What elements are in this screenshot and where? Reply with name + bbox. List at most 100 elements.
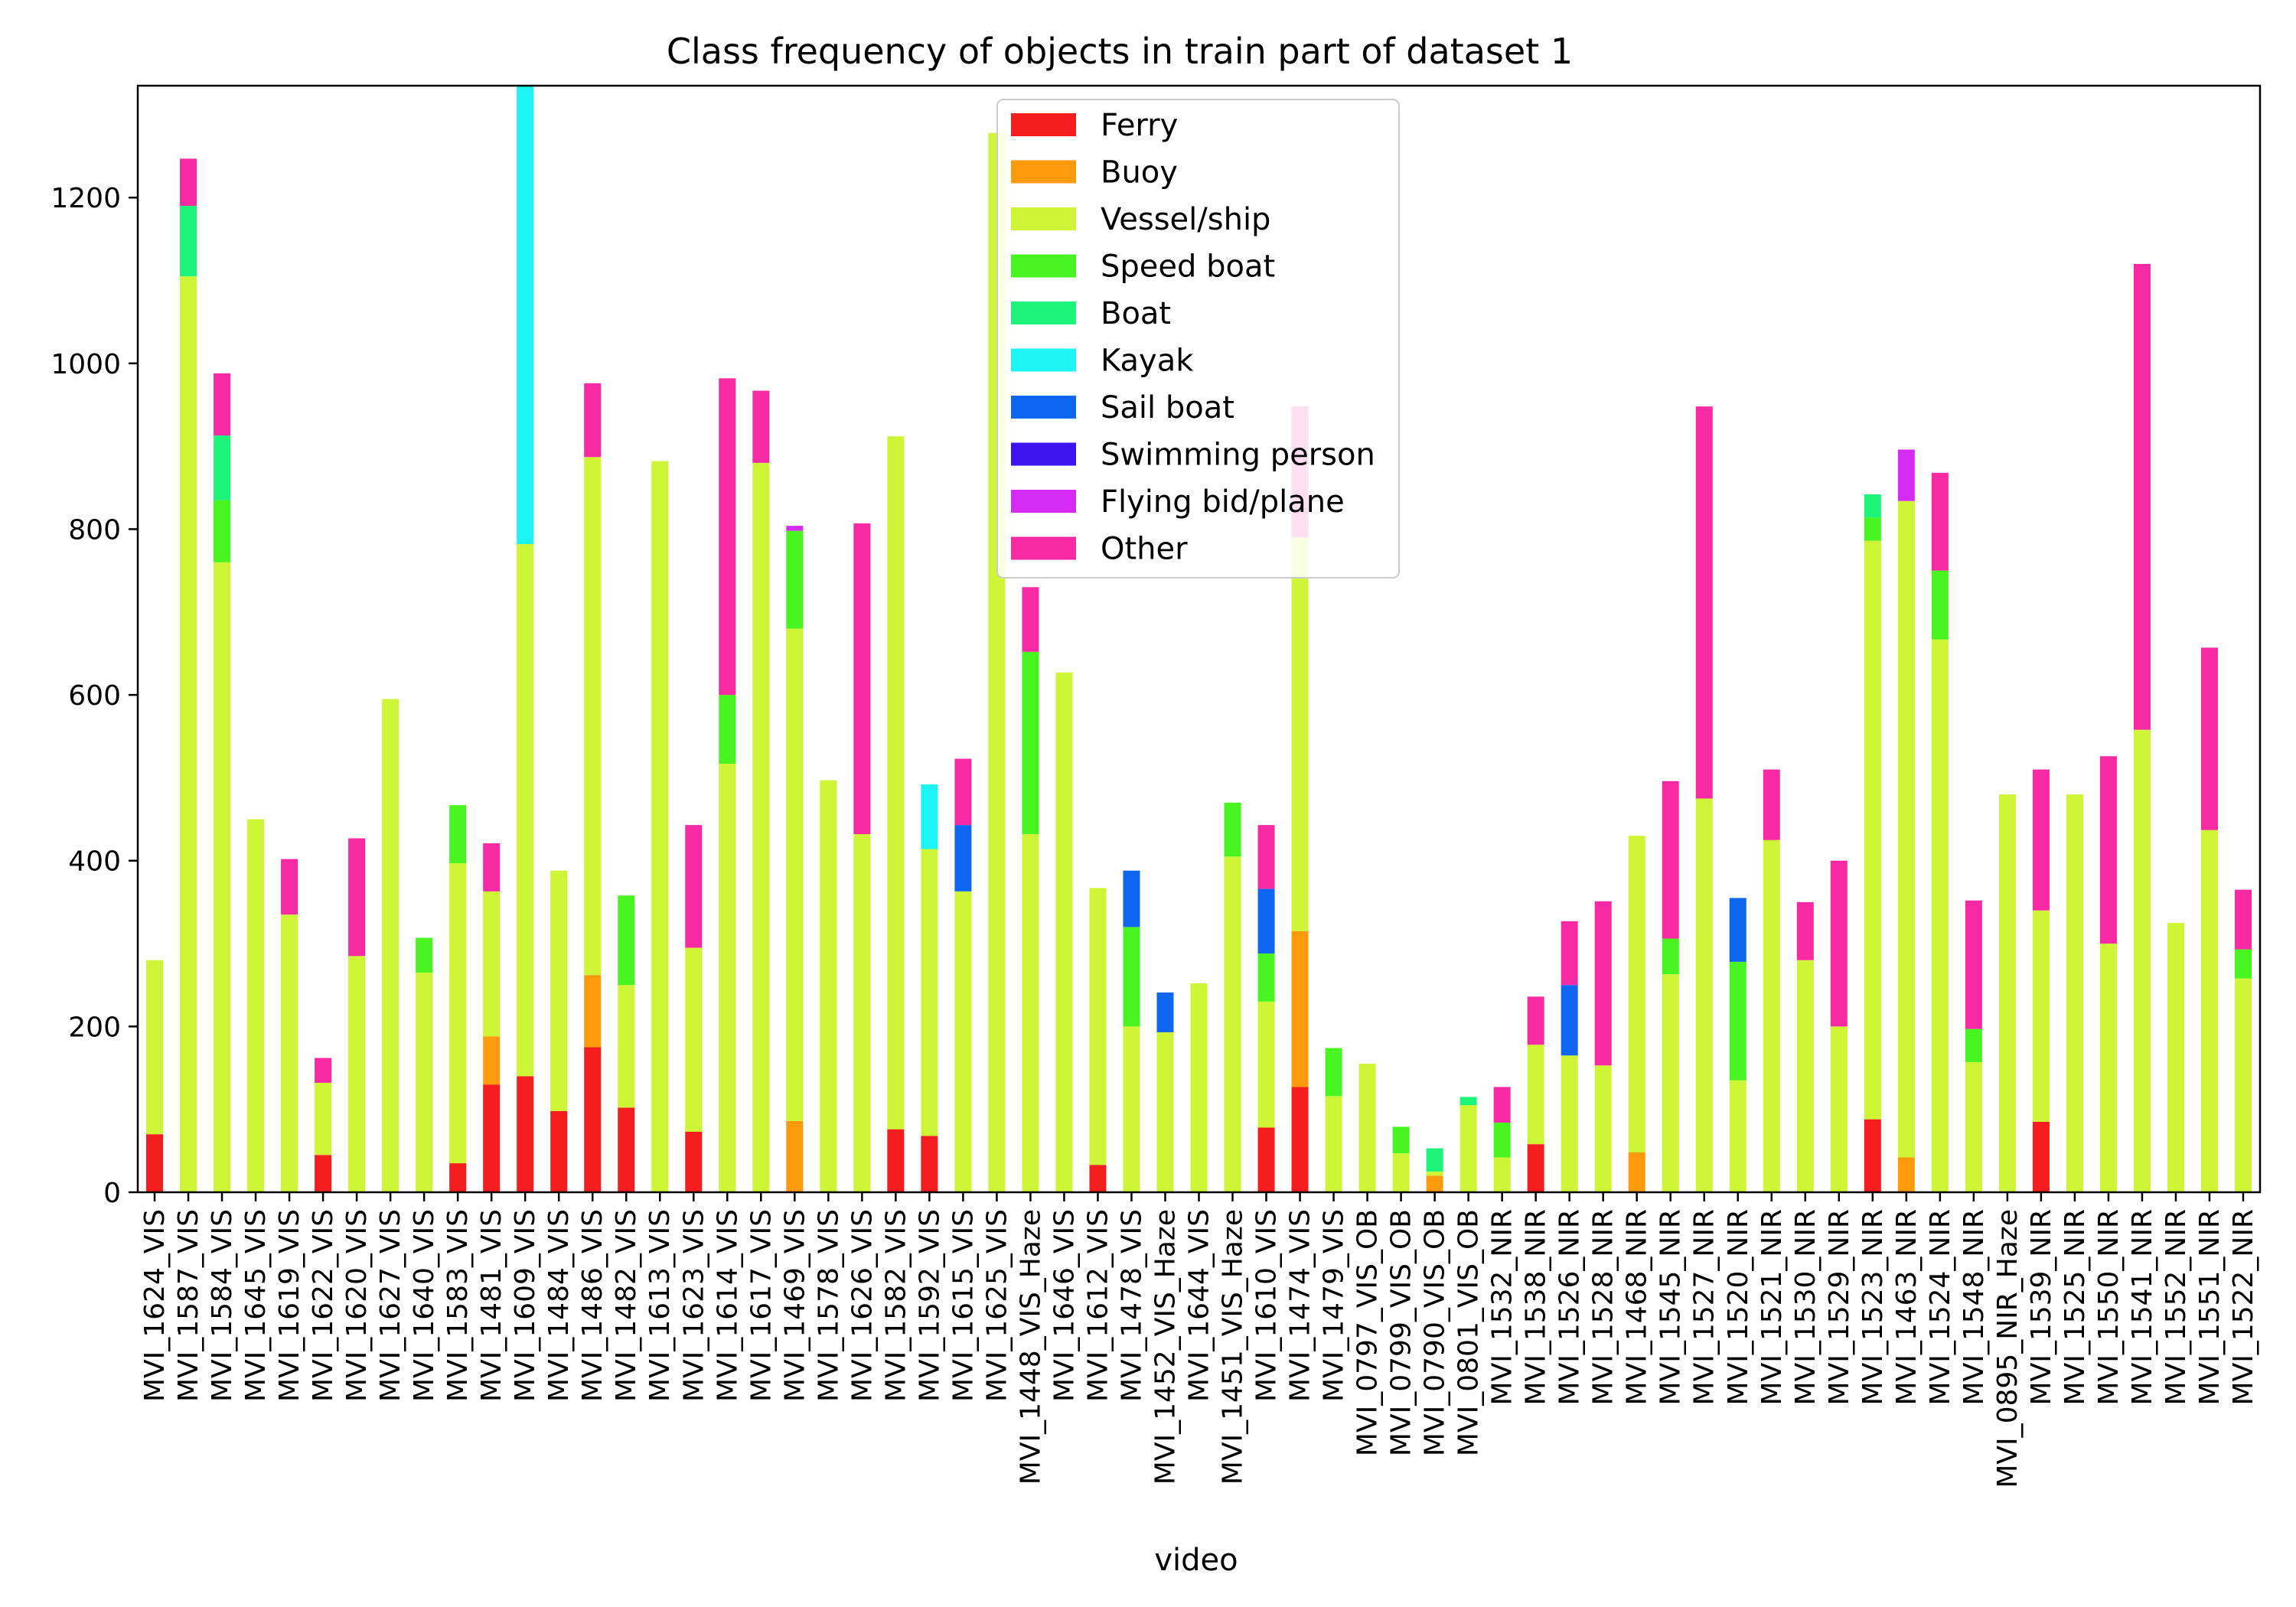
bar-segment-vessel-ship-9 — [449, 862, 467, 1164]
x-tick-label: MVI_1550_NIR — [2093, 1209, 2125, 1405]
x-tick-label: MVI_1532_NIR — [1487, 1209, 1518, 1405]
bar-segment-vessel-ship-58 — [2099, 944, 2117, 1192]
bar-segment-other-17 — [719, 378, 736, 696]
plot-frame — [136, 84, 2262, 1194]
bar-segment-vessel-ship-21 — [853, 834, 871, 1192]
bar-segment-vessel-ship-37 — [1392, 1153, 1410, 1192]
x-tick-label: MVI_1528_NIR — [1588, 1209, 1619, 1405]
x-tick-label: MVI_1551_NIR — [2194, 1209, 2226, 1405]
chart-title: Class frequency of objects in train part… — [667, 31, 1573, 72]
x-tick-label: MVI_1530_NIR — [1790, 1209, 1821, 1405]
bar-segment-speed-boat-9 — [449, 805, 467, 863]
legend-label: Other — [1101, 532, 1188, 567]
bar-segment-vessel-ship-20 — [820, 780, 837, 1192]
bar-segment-vessel-ship-1 — [180, 276, 197, 1192]
bar-segment-vessel-ship-38 — [1426, 1171, 1443, 1176]
x-tick-label: MVI_0801_VIS_OB — [1453, 1209, 1485, 1456]
bar-segment-vessel-ship-57 — [2066, 794, 2083, 1192]
bar-segment-vessel-ship-62 — [2234, 978, 2252, 1192]
legend-label: Kayak — [1101, 344, 1194, 379]
bar-segment-other-10 — [483, 843, 501, 892]
x-tick-label: MVI_0790_VIS_OB — [1420, 1209, 1451, 1456]
bar-segment-vessel-ship-13 — [584, 457, 602, 976]
bar-segment-other-21 — [853, 523, 871, 835]
bar-segment-vessel-ship-27 — [1055, 672, 1073, 1192]
bar-segment-other-46 — [1695, 406, 1713, 799]
bar-segment-boat-2 — [214, 435, 231, 500]
bar-segment-speed-boat-17 — [719, 695, 736, 764]
bar-segment-other-33 — [1257, 825, 1275, 889]
bar-segment-other-45 — [1662, 781, 1679, 939]
y-tick-label: 400 — [68, 846, 121, 878]
bar-segment-vessel-ship-40 — [1493, 1157, 1511, 1192]
x-tick-label: MVI_1539_NIR — [2026, 1209, 2057, 1405]
legend-label: Swimming person — [1101, 438, 1375, 473]
x-tick-label: MVI_1481_VIS — [476, 1209, 507, 1402]
bar-segment-vessel-ship-41 — [1527, 1045, 1544, 1145]
bar-segment-boat-39 — [1459, 1097, 1477, 1106]
bar-segment-ferry-9 — [449, 1163, 467, 1192]
x-axis: MVI_1624_VIS MVI_1587_VIS MVI_1584_VIS MVI_… — [139, 1192, 2259, 1488]
x-tick-label: MVI_1587_VIS — [173, 1209, 204, 1402]
bar-segment-speed-boat-32 — [1224, 802, 1241, 857]
bar-segment-speed-boat-35 — [1325, 1048, 1342, 1097]
bar-segment-other-5 — [315, 1058, 332, 1084]
x-tick-label: MVI_1610_VIS — [1251, 1209, 1283, 1402]
y-tick-label: 200 — [68, 1012, 121, 1043]
bar-segment-ferry-33 — [1257, 1127, 1275, 1192]
x-tick-label: MVI_1646_VIS — [1049, 1209, 1080, 1402]
x-tick-label: MVI_1620_VIS — [341, 1209, 373, 1402]
bar-segment-speed-boat-47 — [1729, 961, 1746, 1081]
legend-swatch — [1011, 160, 1076, 184]
bar-segment-other-24 — [954, 758, 972, 826]
bar-segment-vessel-ship-5 — [315, 1083, 332, 1156]
bar-segment-other-53 — [1931, 472, 1949, 571]
bar-segment-speed-boat-62 — [2234, 949, 2252, 979]
x-tick-label: MVI_1520_NIR — [1723, 1209, 1754, 1405]
bar-segment-other-49 — [1796, 901, 1814, 960]
bar-segment-vessel-ship-39 — [1459, 1105, 1477, 1192]
x-tick-label: MVI_1583_VIS — [442, 1209, 474, 1402]
bar-segment-other-58 — [2099, 756, 2117, 944]
bar-segment-boat-1 — [180, 206, 197, 277]
bar-segment-ferry-28 — [1089, 1165, 1107, 1192]
bar-segment-sail-boat-42 — [1561, 985, 1578, 1056]
bar-segment-vessel-ship-42 — [1561, 1055, 1578, 1192]
bar-segment-other-59 — [2133, 263, 2151, 730]
x-tick-label: MVI_1645_VIS — [240, 1209, 272, 1402]
legend-box — [996, 99, 1400, 579]
x-tick-label: MVI_1448_VIS_Haze — [1015, 1209, 1046, 1485]
bar-segment-vessel-ship-4 — [281, 914, 298, 1192]
plot-area — [146, 86, 2252, 1192]
bar-segment-ferry-10 — [483, 1084, 501, 1192]
bar-segment-buoy-44 — [1628, 1152, 1645, 1192]
bar-segment-buoy-13 — [584, 975, 602, 1048]
bar-segment-vessel-ship-56 — [2032, 910, 2050, 1122]
bar-segment-speed-boat-29 — [1123, 927, 1140, 1027]
x-tick-label: MVI_1529_NIR — [1824, 1209, 1855, 1405]
x-tick-label: MVI_1582_VIS — [880, 1209, 912, 1402]
x-tick-label: MVI_1484_VIS — [543, 1209, 575, 1402]
bar-segment-other-61 — [2200, 647, 2218, 830]
bar-segment-vessel-ship-3 — [247, 819, 265, 1192]
y-tick-label: 1200 — [51, 183, 121, 214]
bar-segment-ferry-23 — [921, 1136, 938, 1192]
x-tick-label: MVI_1524_NIR — [1925, 1209, 1956, 1405]
bar-segment-vessel-ship-60 — [2167, 922, 2184, 1192]
bar-segment-vessel-ship-54 — [1965, 1061, 1982, 1192]
legend-swatch — [1011, 207, 1076, 230]
bar-segment-other-42 — [1561, 921, 1578, 986]
bar-segment-buoy-10 — [483, 1036, 501, 1085]
bar-segment-speed-boat-26 — [1022, 651, 1039, 835]
bar-segment-buoy-52 — [1897, 1157, 1915, 1192]
legend: Ferry Buoy Vessel/ship Speed boat Boat Kayak S… — [996, 99, 1400, 579]
x-tick-label: MVI_1474_VIS — [1285, 1209, 1316, 1402]
bars-group — [146, 86, 2252, 1192]
bar-segment-speed-boat-51 — [1864, 517, 1881, 541]
bar-segment-other-4 — [281, 859, 298, 915]
bar-segment-vessel-ship-32 — [1224, 856, 1241, 1192]
bar-segment-vessel-ship-50 — [1830, 1026, 1848, 1192]
bar-segment-vessel-ship-43 — [1594, 1065, 1612, 1192]
bar-segment-vessel-ship-7 — [382, 699, 400, 1192]
x-axis-title: video — [1154, 1543, 1238, 1578]
